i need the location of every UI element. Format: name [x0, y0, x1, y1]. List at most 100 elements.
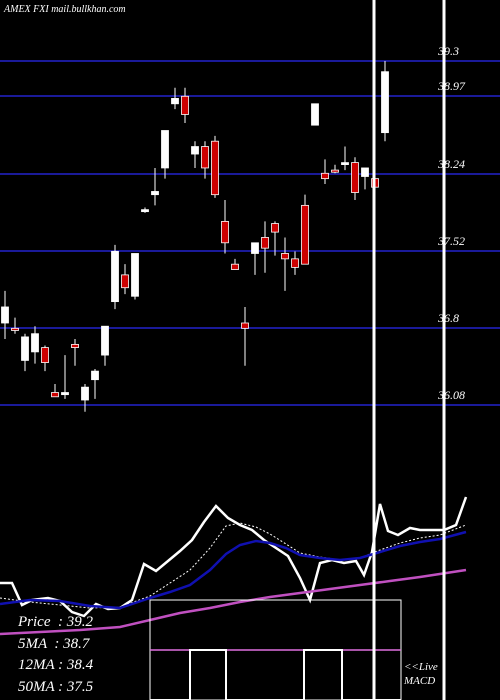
candle [241, 306, 249, 366]
candle-body-up [381, 71, 389, 134]
candle-body-down [281, 253, 289, 260]
stat-50ma: 50MA : 37.5 [18, 679, 94, 695]
candle-body-down [221, 221, 229, 244]
candle [351, 157, 359, 201]
candle-body-up [111, 250, 119, 303]
candle [291, 251, 299, 275]
candle [341, 146, 349, 171]
candle [301, 194, 309, 265]
candle-body-down [241, 322, 249, 329]
candle-body-up [191, 146, 199, 155]
candle [271, 221, 279, 256]
candle [121, 264, 129, 295]
candle [81, 383, 89, 412]
candles-layer [1, 61, 389, 412]
macd-title: MACD [404, 675, 436, 687]
candle [151, 167, 159, 206]
candle-body-up [131, 253, 139, 297]
candle [31, 326, 39, 364]
candle-body-up [61, 392, 69, 396]
candle-body-up [311, 103, 319, 126]
candle-body-up [151, 191, 159, 196]
tick-label: 37.52 [437, 234, 465, 248]
candle-body-down [301, 204, 309, 265]
tick-label: 39.3 [437, 44, 459, 58]
candle-body-up [251, 242, 259, 254]
candle [181, 87, 189, 124]
candle-body-down [271, 223, 279, 233]
stat-12ma: 12MA : 38.4 [18, 657, 94, 673]
candle [141, 207, 149, 213]
candle [131, 253, 139, 300]
candle [331, 164, 339, 174]
candle-body-down [331, 169, 339, 173]
candle [51, 383, 59, 398]
candle-body-up [31, 333, 39, 353]
ma-blue-line [0, 530, 467, 610]
candle [71, 339, 79, 366]
candle-body-up [21, 336, 29, 361]
candle-body-down [211, 140, 219, 196]
candle [261, 221, 269, 273]
candle [221, 200, 229, 254]
stat-price: Price : 39.2 [18, 614, 93, 630]
tick-label: 36.08 [437, 388, 465, 402]
ma-fast-line [0, 496, 468, 618]
candle-body-down [351, 162, 359, 193]
candle [201, 141, 209, 179]
candle-body-down [261, 237, 269, 249]
ticker-label: AMEX FXI [4, 4, 49, 15]
candle [311, 103, 319, 126]
candle [111, 244, 119, 310]
candle [251, 242, 259, 275]
candle [231, 258, 239, 270]
candle [381, 61, 389, 142]
macd-label: <<Live MACD [404, 660, 438, 688]
candle [161, 130, 169, 179]
marker-lines [372, 0, 446, 700]
candle-body-up [171, 98, 179, 105]
live-label: <<Live [404, 661, 438, 673]
candle-body-down [71, 343, 79, 348]
candle [41, 345, 49, 372]
candle-body-up [141, 209, 149, 213]
tick-label: 38.97 [437, 79, 466, 93]
candle-body-down [41, 347, 49, 363]
tick-label: 38.24 [437, 157, 465, 171]
candle [171, 87, 179, 110]
candle [361, 167, 369, 190]
candle [11, 317, 19, 334]
candle-body-down [181, 95, 189, 115]
candle [61, 355, 69, 399]
site-label: mail.bullkhan.com [51, 4, 126, 15]
candle [91, 368, 99, 399]
indicator-panel [0, 496, 468, 700]
candle [101, 325, 109, 366]
chart-header: AMEX FXI mail.bullkhan.com [4, 4, 126, 15]
macd-histogram-line [150, 649, 401, 700]
candle [211, 135, 219, 198]
candle-body-down [11, 327, 19, 331]
candle-body-up [81, 386, 89, 401]
price-gridlines [0, 60, 500, 406]
candle-body-down [121, 274, 129, 289]
candle-body-down [51, 392, 59, 398]
candle-body-up [341, 162, 349, 165]
ma-mid-dotted-line [0, 522, 467, 609]
candle-body-down [231, 263, 239, 270]
candle [321, 159, 329, 184]
stat-5ma: 5MA : 38.7 [18, 636, 90, 652]
candle-body-down [321, 172, 329, 180]
candle-body-up [361, 167, 369, 177]
candle-body-up [91, 370, 99, 381]
candle [21, 333, 29, 372]
candle-body-down [291, 258, 299, 268]
tick-label: 36.8 [437, 311, 459, 325]
candle-body-down [201, 146, 209, 169]
candle-body-up [101, 325, 109, 356]
candle [191, 141, 199, 168]
candle [281, 237, 289, 291]
ma-slow-line [0, 568, 467, 636]
candle-body-up [1, 306, 9, 324]
